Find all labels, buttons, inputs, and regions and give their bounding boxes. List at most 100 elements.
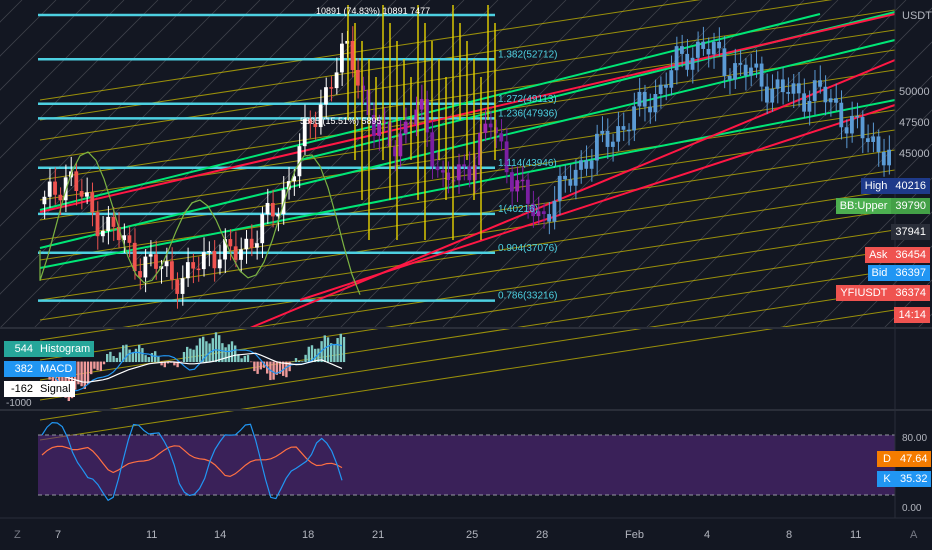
candle-body [313,123,318,128]
macd-histogram-bar [138,344,141,363]
candle-body [541,211,546,215]
price-tag: BB:Upper 39790 [835,198,930,214]
macd-legend-row[interactable]: 382 MACD [4,361,77,377]
price-tick: 47500 [899,116,930,129]
candle-body [398,133,403,157]
time-tick: 28 [536,529,549,541]
candle-body [595,133,599,161]
fan-line [39,269,896,401]
grid-line [0,0,261,261]
candle-body [499,133,504,142]
candle-body [600,130,605,134]
fan-line [39,209,896,341]
candle-body [286,181,291,190]
candle-body [765,86,769,103]
candle-body [53,181,57,195]
macd-histogram-bar [218,335,221,363]
macd-histogram-bar [195,345,198,363]
grid-line [679,75,932,329]
macd-legend-row[interactable]: -162 Signal [4,381,75,397]
time-tick: 8 [786,529,793,541]
candle-body [754,63,759,68]
grid-line [0,0,57,57]
zoom-button[interactable]: Z [14,529,21,541]
stoch-d-tag: D 47.64 [877,451,931,467]
grid-line [713,109,932,329]
grid-line [169,0,499,329]
macd-histogram-bar [211,338,214,363]
macd-histogram-bar [339,333,342,363]
price-tag-value: 36397 [891,265,930,281]
macd-histogram-bar [234,345,237,363]
price-tag: YFIUSDT 36374 [836,285,930,301]
candle-body [255,243,259,248]
macd-histogram-bar [112,356,115,363]
candle-body [525,179,530,204]
candle-body [680,46,684,54]
candle-body [791,83,796,94]
macd-legend-row[interactable]: 544 Histogram [4,341,95,357]
grid-line [577,0,907,329]
macd-histogram-bar [202,336,205,363]
time-tick: Feb [625,529,644,541]
candle-body [563,175,567,180]
macd-histogram-bar [246,355,250,363]
candle-body [770,88,775,103]
price-tag-value: 36454 [891,247,930,263]
auto-scale-button[interactable]: A [910,529,918,541]
macd-histogram-bar [102,361,106,365]
candle-body [605,130,610,147]
time-tick: 4 [704,529,711,541]
time-tick: 11 [850,529,862,541]
stoch-upper-tick: 80.00 [902,433,928,444]
candle-body [132,242,137,272]
macd-histogram-bar [80,361,83,387]
candle-body [111,216,116,227]
macd-histogram-bar [282,361,285,376]
candle-body [419,99,424,110]
macd-histogram-bar [131,352,134,363]
macd-histogram-bar [166,361,170,364]
candle-body [324,87,328,105]
price-tag-label: BB:Upper [835,198,892,214]
fib-level-label: 0.786(33216) [498,291,558,302]
candle-body [249,238,254,248]
candle-body [674,46,679,71]
candle-body [403,121,408,134]
macd-histogram-bar [342,336,346,363]
candle-body [844,127,849,134]
macd-histogram-bar [93,361,96,369]
candle-body [138,271,142,278]
candle-body [462,164,466,167]
macd-histogram-bar [285,361,288,378]
fib-level-label: 1.272(49113) [498,94,557,105]
macd-histogram-bar [288,361,291,372]
price-tag-label: Bid [867,265,892,281]
candle-body [488,123,493,128]
macd-histogram-bar [294,358,298,363]
macd-histogram-bar [83,361,86,389]
fan-line [39,229,896,361]
candle-body [393,146,397,157]
candle-body [552,200,557,222]
grid-line [781,177,932,329]
fib-level-label: 0.904(37076) [498,243,558,254]
stoch-k-value: 35.32 [900,473,928,485]
candle-body [201,252,206,270]
top-annotation: 10891 (74.83%) 10891 7477 [316,6,431,16]
grid-line [0,0,23,23]
macd-histogram-bar [157,356,160,363]
candle-body [430,132,435,167]
macd-histogram-bar [326,337,330,363]
candle-body [260,214,265,244]
candle-body [616,126,621,142]
macd-histogram-bar [301,361,304,363]
candle-body [648,106,652,113]
candle-body [239,249,243,260]
candle-body [685,53,690,70]
red-trend-line [299,104,896,301]
candle-body [834,98,838,103]
candle-body [478,132,482,166]
candle-body [796,83,801,94]
